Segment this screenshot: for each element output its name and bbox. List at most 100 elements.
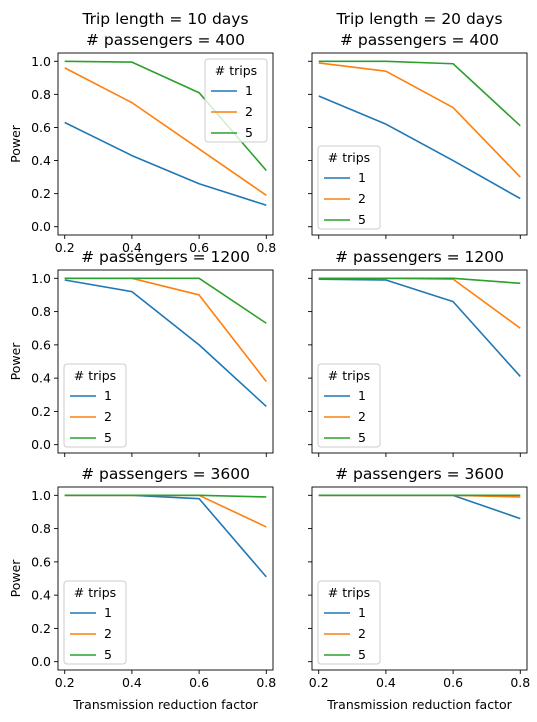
axes-frame [57, 486, 274, 671]
y-tick-label: 1.0 [31, 488, 51, 503]
legend-title: # trips [74, 368, 116, 383]
legend-box [317, 145, 381, 230]
legend-title: # trips [215, 63, 257, 78]
legend-box [317, 580, 381, 665]
series-line-2 [64, 494, 267, 528]
subplot-title: Trip length = 10 days [81, 10, 248, 28]
legend-title: # trips [328, 585, 370, 600]
legend-title: # trips [74, 585, 116, 600]
legend-label: 1 [358, 170, 366, 185]
subplot-title: # passengers = 400 [86, 31, 245, 49]
x-tick-label: 0.4 [376, 675, 396, 690]
series-line-5 [318, 277, 521, 285]
series-line-1 [64, 121, 267, 206]
legend-title: # trips [328, 150, 370, 165]
x-tick-label: 0.8 [256, 240, 276, 255]
legend-label: 2 [358, 626, 366, 641]
legend: # trips 1 2 5 [204, 58, 268, 143]
legend-label: 2 [104, 626, 112, 641]
x-tick-label: 0.2 [55, 675, 75, 690]
y-axis-label: Power [8, 559, 23, 598]
legend: # trips 1 2 5 [317, 580, 381, 665]
axes-frame [311, 269, 528, 454]
y-tick-label: 0.8 [31, 304, 51, 319]
y-tick-label: 0.6 [31, 120, 51, 135]
legend-box [63, 580, 127, 665]
subplot-3: # passengers = 1200 0.0 0.2 0.4 0.6 0.8 1.0 Pow… [8, 248, 274, 457]
y-axis-label: Power [8, 124, 23, 163]
y-tick-label: 1.0 [31, 271, 51, 286]
subplot-title: # passengers = 3600 [81, 465, 250, 483]
y-tick-label: 0.6 [31, 337, 51, 352]
axes-frame [57, 269, 274, 454]
legend-title: # trips [328, 368, 370, 383]
axes-frame [57, 52, 274, 236]
subplot-title: # passengers = 1200 [335, 248, 504, 266]
legend-label: 5 [358, 430, 366, 445]
subplot-title: # passengers = 3600 [335, 465, 504, 483]
legend-label: 1 [358, 388, 366, 403]
series-line-1 [64, 494, 267, 578]
y-tick-label: 0.4 [31, 153, 51, 168]
series-line-5 [64, 277, 267, 324]
subplot-title: Trip length = 20 days [335, 10, 502, 28]
legend-label: 5 [358, 212, 366, 227]
series-line-1 [64, 279, 267, 408]
y-tick-label: 0.0 [31, 654, 51, 669]
legend-label: 5 [245, 125, 253, 140]
series-line-5 [318, 60, 521, 127]
legend-label: 1 [104, 388, 112, 403]
legend-box [317, 363, 381, 448]
legend-box [204, 58, 268, 143]
legend-label: 2 [104, 409, 112, 424]
x-tick-label: 0.2 [55, 240, 75, 255]
subplot-title: # passengers = 1200 [81, 248, 250, 266]
series-line-2 [64, 67, 267, 196]
legend-label: 1 [358, 605, 366, 620]
x-axis-label: Transmission reduction factor [326, 697, 512, 712]
y-tick-label: 0.0 [31, 219, 51, 234]
x-tick-label: 0.4 [122, 675, 142, 690]
y-tick-label: 0.4 [31, 588, 51, 603]
subplot-6: # passengers = 3600 0.2 0.4 0.6 0.8 Transmiss… [308, 465, 530, 712]
x-tick-label: 0.6 [443, 675, 463, 690]
series-line-1 [318, 278, 521, 378]
legend-label: 5 [358, 647, 366, 662]
legend-label: 2 [245, 104, 253, 119]
legend: # trips 1 2 5 [317, 145, 381, 230]
series-line-2 [318, 62, 521, 178]
y-tick-label: 0.2 [31, 186, 51, 201]
subplot-5: # passengers = 3600 0.2 0.4 0.6 0.8 0.0 0.2 0.4… [8, 465, 276, 712]
y-tick-label: 0.0 [31, 437, 51, 452]
x-tick-label: 0.4 [122, 240, 142, 255]
y-tick-label: 0.2 [31, 404, 51, 419]
x-axis-label: Transmission reduction factor [72, 697, 258, 712]
legend: # trips 1 2 5 [63, 580, 127, 665]
x-tick-label: 0.8 [256, 675, 276, 690]
y-tick-label: 1.0 [31, 54, 51, 69]
x-tick-label: 0.2 [309, 675, 329, 690]
subplot-2: Trip length = 20 days # passengers = 400 #… [308, 10, 528, 239]
x-tick-label: 0.6 [189, 240, 209, 255]
legend: # trips 1 2 5 [63, 363, 127, 448]
x-tick-label: 0.6 [189, 675, 209, 690]
axes-frame [311, 486, 528, 671]
x-tick-label: 0.8 [510, 675, 530, 690]
legend-box [63, 363, 127, 448]
y-tick-label: 0.2 [31, 621, 51, 636]
series-line-1 [318, 494, 521, 520]
legend-label: 1 [104, 605, 112, 620]
series-line-1 [318, 95, 521, 200]
y-tick-label: 0.6 [31, 554, 51, 569]
y-tick-label: 0.4 [31, 371, 51, 386]
legend-label: 5 [104, 647, 112, 662]
legend-label: 5 [104, 430, 112, 445]
legend-label: 2 [358, 191, 366, 206]
y-tick-label: 0.8 [31, 87, 51, 102]
subplot-4: # passengers = 1200 # trips 1 2 5 [308, 248, 528, 457]
legend: # trips 1 2 5 [317, 363, 381, 448]
y-axis-label: Power [8, 342, 23, 381]
series-line-2 [318, 277, 521, 329]
legend-label: 1 [245, 83, 253, 98]
